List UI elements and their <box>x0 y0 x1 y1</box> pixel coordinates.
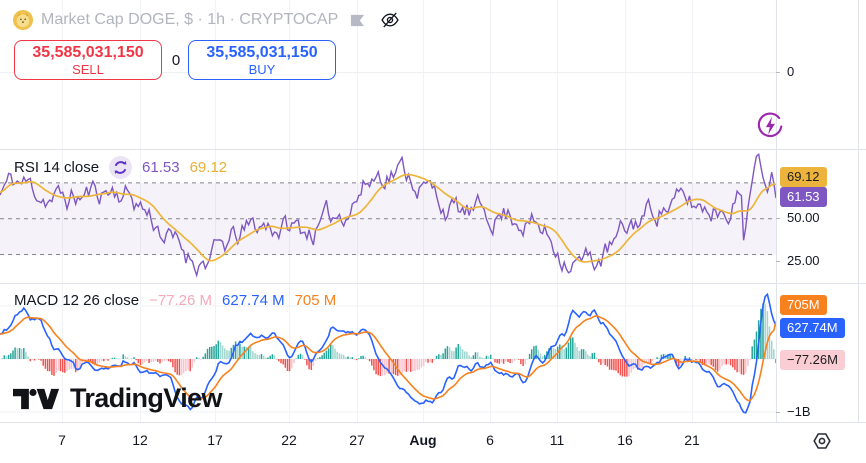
scale-value-badge: 627.74M <box>780 318 845 338</box>
time-tick-label: 6 <box>486 432 494 448</box>
eye-slash-icon[interactable] <box>379 10 401 30</box>
scale-tick-mark <box>776 218 780 219</box>
price-scale-separator <box>776 0 777 463</box>
macd-signal-value: 705 M <box>294 292 337 309</box>
vertical-gridline <box>625 0 626 423</box>
time-tick-label: 21 <box>684 432 700 448</box>
symbol-legend: Market Cap DOGE, $ · 1h · CRYPTOCAP <box>13 8 401 32</box>
sync-icon[interactable] <box>109 156 133 179</box>
sell-label: SELL <box>72 62 104 77</box>
vertical-gridline <box>557 0 558 423</box>
price-zero-gridline <box>0 72 776 73</box>
scale-tick-mark <box>776 72 780 73</box>
buy-value: 35,585,031,150 <box>206 44 318 61</box>
macd-pane[interactable] <box>0 284 776 423</box>
symbol-title[interactable]: Market Cap DOGE, $ · 1h · CRYPTOCAP <box>41 11 339 28</box>
rsi-value: 61.53 <box>142 159 180 176</box>
vertical-gridline <box>215 0 216 423</box>
tradingview-logo-text: TradingView <box>70 383 223 413</box>
scale-value-label: 0 <box>787 64 795 79</box>
scale-value-badge: 69.12 <box>780 167 827 187</box>
time-tick-label: 16 <box>617 432 633 448</box>
axis-settings-hexagon-icon[interactable] <box>810 429 834 453</box>
scale-value-label: 25.00 <box>787 253 820 268</box>
scale-value-badge: 705M <box>780 295 827 315</box>
time-tick-label: 11 <box>549 432 565 448</box>
scale-value-label: −1B <box>787 404 811 419</box>
scale-value-label: 50.00 <box>787 210 820 225</box>
time-tick-label: 22 <box>281 432 297 448</box>
buy-button[interactable]: 35,585,031,150 BUY <box>188 40 336 80</box>
scale-value-badge: 61.53 <box>780 187 827 207</box>
sell-value: 35,585,031,150 <box>32 44 144 61</box>
pane-separator[interactable] <box>0 149 866 150</box>
rsi-legend: RSI 14 close 61.53 69.12 <box>14 156 227 179</box>
flag-marker-icon[interactable] <box>350 13 365 28</box>
vertical-gridline <box>692 0 693 423</box>
time-tick-label: 17 <box>207 432 223 448</box>
buy-label: BUY <box>248 62 276 77</box>
macd-legend: MACD 12 26 close −77.26 M 627.74 M 705 M <box>14 292 336 309</box>
spread-value: 0 <box>171 52 181 69</box>
rsi-legend-title[interactable]: RSI 14 close <box>14 159 100 176</box>
rsi-pane[interactable] <box>0 150 776 283</box>
vertical-gridline <box>423 0 424 423</box>
rsi-ma-value: 69.12 <box>189 159 228 176</box>
vertical-gridline <box>289 0 290 423</box>
boost-icon[interactable] <box>755 111 785 141</box>
vertical-gridline <box>62 0 63 423</box>
tradingview-logo-mark-icon <box>13 386 61 412</box>
widget-right-border <box>858 0 859 463</box>
scale-value-badge: −77.26M <box>780 350 845 370</box>
scale-tick-mark <box>776 261 780 262</box>
pane-separator[interactable] <box>0 283 866 284</box>
scale-tick-mark <box>776 412 780 413</box>
macd-hist-value: −77.26 M <box>149 292 213 309</box>
macd-value: 627.74 M <box>222 292 285 309</box>
vertical-gridline <box>357 0 358 423</box>
vertical-gridline <box>140 0 141 423</box>
macd-legend-title[interactable]: MACD 12 26 close <box>14 292 140 309</box>
time-tick-label: 27 <box>349 432 365 448</box>
sell-button[interactable]: 35,585,031,150 SELL <box>14 40 162 80</box>
time-tick-label: 7 <box>58 432 66 448</box>
time-tick-label: 12 <box>132 432 148 448</box>
time-tick-label: Aug <box>409 432 437 448</box>
tradingview-logo[interactable]: TradingView <box>13 383 223 414</box>
doge-logo-icon <box>13 10 33 30</box>
pane-separator <box>0 422 866 423</box>
time-axis[interactable]: 7 12 17 22 27 Aug 6 11 16 21 <box>0 423 866 463</box>
